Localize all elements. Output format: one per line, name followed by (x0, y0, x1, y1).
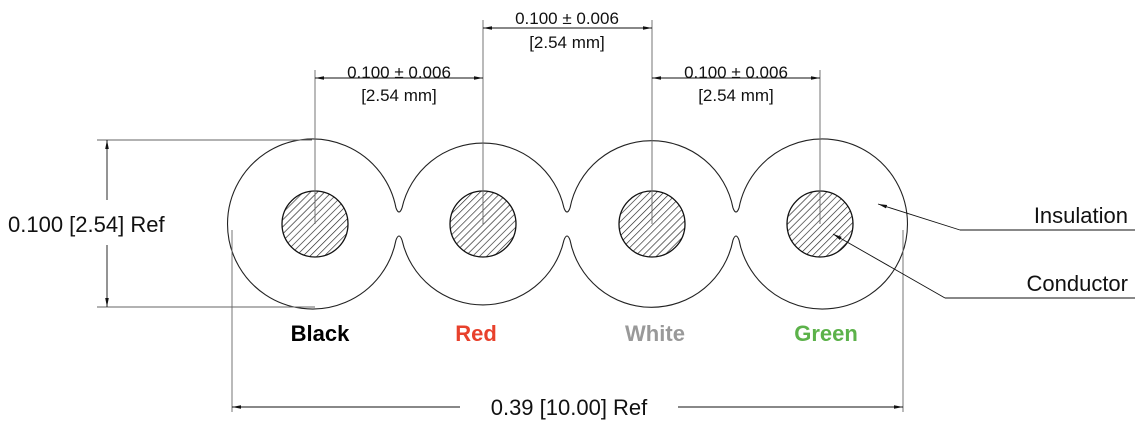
extension-lines (97, 20, 904, 412)
wire-label-red: Red (455, 321, 497, 346)
callout-labels: Insulation Conductor (1026, 203, 1128, 296)
wire-labels: Black Red White Green (291, 321, 858, 346)
insulation-arc-red-bottom (401, 239, 565, 306)
width-dimension: 0.39 [10.00] Ref (491, 395, 648, 420)
pitch-left-mm: [2.54 mm] (361, 86, 437, 105)
dimension-lines (105, 26, 903, 409)
conductor-label: Conductor (1026, 271, 1128, 296)
conductor-leader (832, 233, 946, 299)
notch-1-top (395, 207, 403, 213)
insulation-arc-black (226, 138, 397, 310)
callout-leaders (832, 203, 1135, 299)
notch-3-top (732, 207, 740, 213)
pitch-right-inch: 0.100 ± 0.006 (684, 63, 788, 82)
dimension-labels: 0.100 ± 0.006 [2.54 mm] 0.100 ± 0.006 [2… (8, 9, 788, 420)
insulation-arc-white-bottom (569, 239, 734, 308)
wire-label-black: Black (291, 321, 350, 346)
pitch-right-mm: [2.54 mm] (698, 86, 774, 105)
pitch-left-inch: 0.100 ± 0.006 (347, 63, 451, 82)
notch-1-bottom (395, 235, 403, 241)
notch-2-top (563, 207, 571, 213)
conductors (281, 190, 854, 258)
pitch-center-mm: [2.54 mm] (529, 33, 605, 52)
insulation-leader (877, 203, 961, 231)
notch-3-bottom (732, 235, 740, 241)
notch-2-bottom (563, 235, 571, 241)
pitch-center-inch: 0.100 ± 0.006 (515, 9, 619, 28)
insulation-outline (226, 138, 909, 310)
wire-label-white: White (625, 321, 685, 346)
height-dimension: 0.100 [2.54] Ref (8, 212, 165, 237)
insulation-arc-white-top (569, 140, 734, 209)
insulation-arc-green (738, 138, 909, 310)
wire-label-green: Green (794, 321, 858, 346)
insulation-label: Insulation (1034, 203, 1128, 228)
